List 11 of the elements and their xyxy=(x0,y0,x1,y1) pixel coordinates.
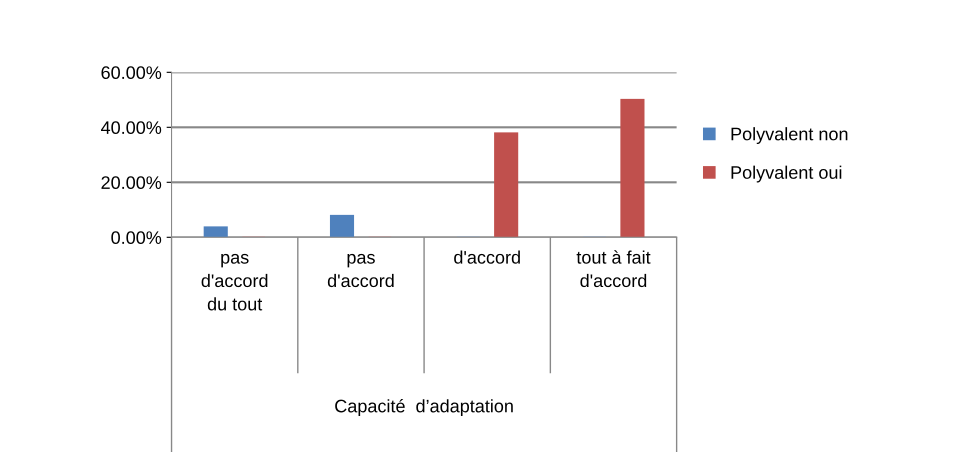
legend-label: Polyvalent non xyxy=(732,127,848,144)
x-axis-title: Capacité d’adaptation xyxy=(335,398,513,416)
y-tick-label: 0.00% xyxy=(111,231,162,244)
y-tick-label: 60.00% xyxy=(102,66,162,80)
x-tick-label: pas d'accord du tout xyxy=(202,254,268,311)
y-tick-label: 40.00% xyxy=(101,121,162,134)
x-tick-label: d'accord xyxy=(454,250,520,264)
x-tick-label: tout à fait d'accord xyxy=(576,250,650,288)
y-tick-label: 20.00% xyxy=(101,176,162,190)
x-tick-label: pas d'accord xyxy=(328,254,394,288)
legend-label: Polyvalent oui xyxy=(732,166,842,182)
